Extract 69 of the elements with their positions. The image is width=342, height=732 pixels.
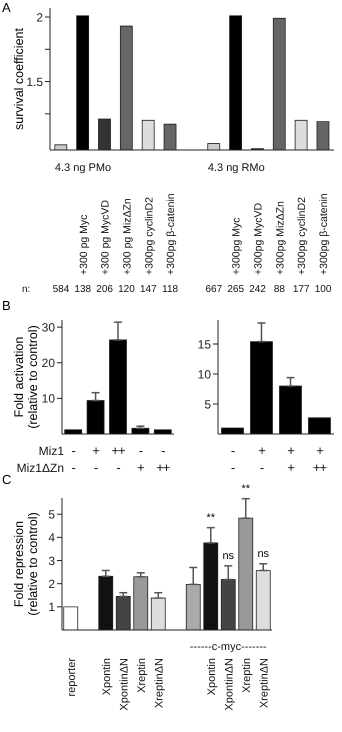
x-tick-label: + -: [92, 443, 100, 475]
y-tick-label: 5: [204, 397, 212, 412]
x-tick-label: +300 pg Myc: [78, 214, 90, 275]
y-axis-title: Fold repression (relative to control): [12, 511, 40, 618]
y-tick-label: 3: [48, 554, 56, 568]
y-tick-label: 4: [48, 530, 56, 545]
y-axis-title: survival coefficient: [12, 27, 26, 132]
y-tick-label: 30: [42, 320, 56, 334]
text: 4.3 ng RMo: [208, 162, 265, 174]
annotation: ns: [256, 548, 270, 561]
x-tick-label: ++ -: [111, 443, 125, 475]
x-tick-label: +300 pg MycVD: [100, 200, 112, 275]
x-tick-label: XreptinΔN: [258, 658, 270, 708]
y-tick-label: 1.5: [26, 74, 44, 89]
text: 206: [96, 284, 114, 295]
y-tick-label: 5: [48, 507, 56, 522]
x-tick-label: XreptinΔN: [153, 658, 166, 708]
y-tick-label: 15: [198, 337, 212, 352]
text: 177: [292, 284, 310, 295]
x-tick-label: - -: [72, 443, 76, 475]
text: 265: [227, 284, 244, 295]
annotation: **: [205, 512, 216, 525]
x-tick-label: - -: [230, 443, 235, 475]
x-tick-label: +300 pg MizΔZn: [121, 198, 134, 275]
text: 4.3 ng PMo: [54, 162, 112, 174]
x-tick-label: Xpontin: [100, 658, 113, 696]
text: 242: [249, 284, 266, 295]
x-tick-label: +300pg cyclinD2: [143, 196, 156, 275]
y-axis-title: Fold activation (relative to control): [12, 324, 40, 431]
x-tick-label: +300pg Myc: [230, 218, 243, 275]
x-tick-label: + -: [258, 443, 266, 475]
x-tick-label: XpontinΔN: [223, 658, 236, 711]
x-tick-label: Xpontin: [206, 658, 218, 696]
x-tick-label: - ++: [156, 443, 170, 475]
text: 100: [314, 284, 332, 295]
x-tick-label: + +: [287, 443, 294, 475]
text: 147: [140, 284, 158, 295]
x-tick-label: reporter: [66, 658, 78, 697]
y-tick-label: 2: [48, 576, 56, 591]
text: n:: [22, 284, 30, 295]
text: 118: [162, 284, 179, 295]
chart-title: A: [2, 0, 11, 15]
x-tick-label: +300pg cyclinD2: [296, 196, 308, 275]
y-tick-label: 10: [42, 392, 56, 406]
chart-title: C: [2, 472, 12, 487]
y-tick-label: 20: [42, 356, 56, 370]
x-tick-label: + ++: [312, 443, 326, 475]
text: 667: [206, 284, 223, 295]
text: **: [240, 482, 252, 496]
x-tick-label: - +: [137, 443, 144, 475]
y-tick-label: 2: [36, 10, 44, 24]
x-tick-label: XpontinΔN: [118, 658, 130, 711]
x-tick-label: +300pg MycVD: [252, 202, 265, 275]
annotation: ns: [221, 550, 236, 563]
x-tick-label: +300pg β-catenin: [318, 193, 330, 275]
text: 138: [74, 284, 92, 295]
x-tick-label: Xreptin: [136, 658, 148, 693]
text: ------c-myc-------: [190, 641, 268, 653]
x-tick-label: +300pg β-catenin: [165, 193, 178, 275]
text: 88: [274, 284, 286, 295]
x-tick-label: +300pg MizΔZn: [274, 200, 286, 275]
text: Miz1: [38, 444, 64, 458]
y-tick-label: 1: [48, 600, 56, 614]
chart-title: B: [2, 298, 11, 313]
text: Miz1ΔZn: [16, 461, 64, 475]
x-tick-label: Xreptin: [240, 658, 253, 693]
text: 584: [52, 284, 70, 295]
y-tick-label: 10: [198, 367, 212, 382]
text: 120: [118, 284, 136, 295]
